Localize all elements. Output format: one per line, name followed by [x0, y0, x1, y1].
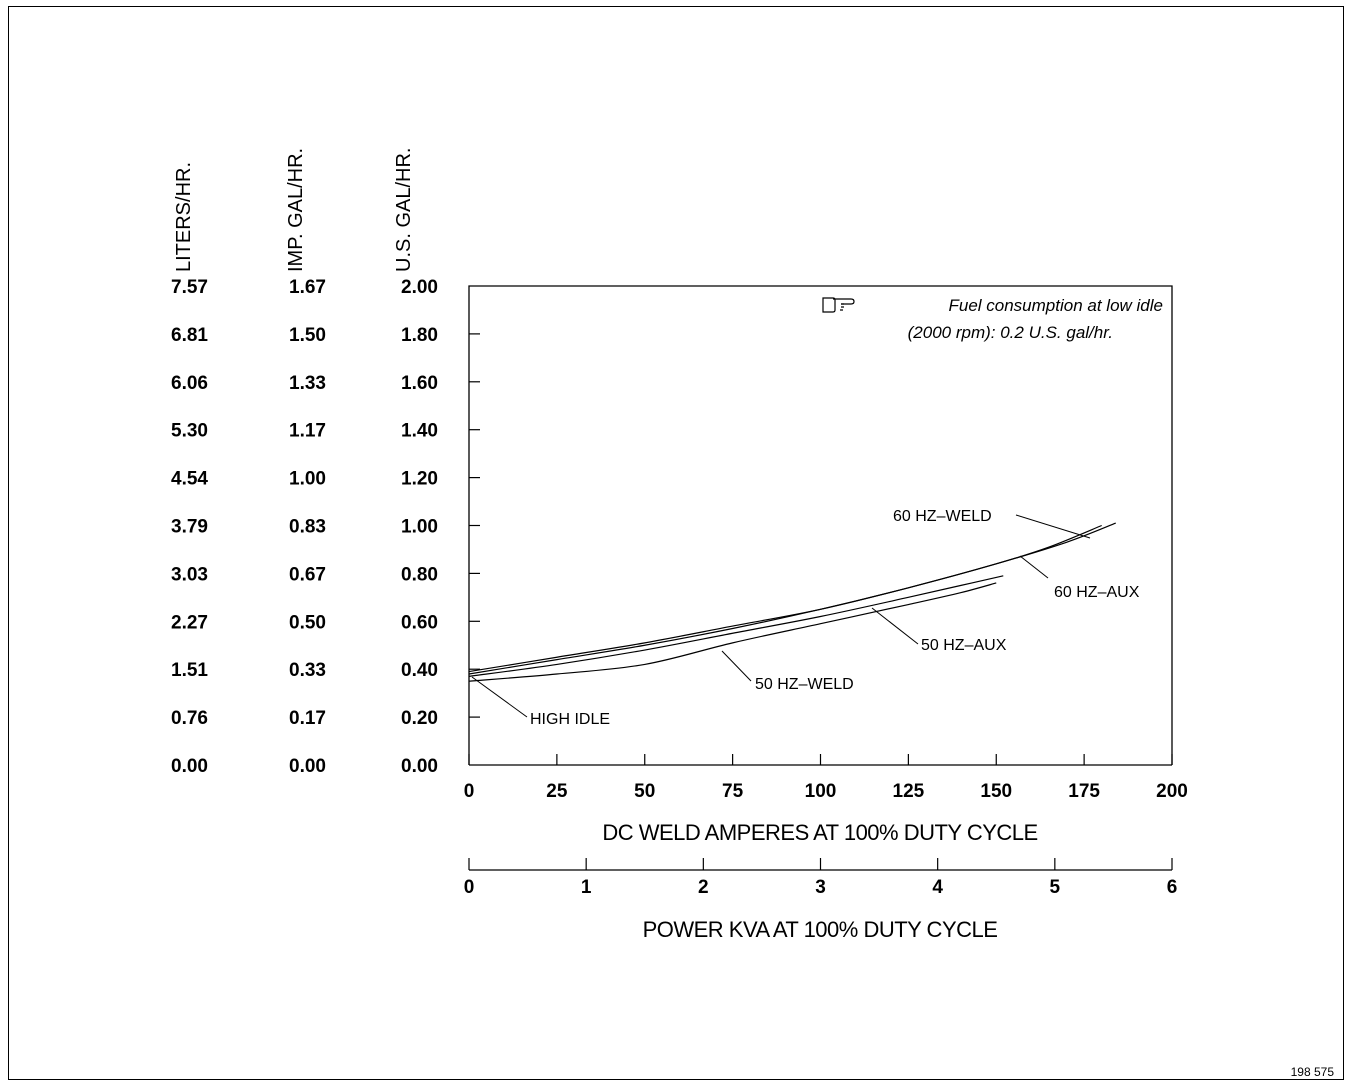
pointing-hand-icon	[822, 297, 855, 313]
low-idle-note: Fuel consumption at low idle (2000 rpm):…	[822, 296, 1163, 342]
y-tick-label-1-5: 0.83	[289, 517, 326, 538]
curve-label-3: 50 HZ–WELD	[755, 676, 854, 693]
x-axis-label-kva: POWER KVA AT 100% DUTY CYCLE	[643, 917, 998, 942]
y-tick-label-1-0: 1.67	[289, 277, 326, 298]
series-line-3	[468, 582, 997, 682]
y-tick-label-0-8: 1.51	[171, 660, 208, 681]
figure-frame	[8, 6, 1344, 1080]
x-axis-label-amperes: DC WELD AMPERES AT 100% DUTY CYCLE	[602, 820, 1037, 845]
y-tick-label-0-6: 3.03	[171, 564, 208, 585]
y-tick-label-2-0: 2.00	[401, 277, 438, 298]
kva-tick-label-4: 4	[932, 877, 943, 898]
y-tick-label-2-7: 0.60	[401, 612, 438, 633]
y-axis-unit-label-0: LITERS/HR.	[173, 162, 195, 272]
y-tick-label-1-1: 1.50	[289, 325, 326, 346]
y-tick-label-0-7: 2.27	[171, 612, 208, 633]
curve-label-0: 60 HZ–WELD	[893, 508, 992, 525]
x-tick-label-3: 75	[722, 781, 744, 802]
y-tick-label-2-8: 0.40	[401, 660, 438, 681]
curve-leader-line-0	[1015, 514, 1091, 539]
series-line-2	[468, 575, 1004, 677]
y-axis-unit-label-1: IMP. GAL/HR.	[285, 148, 307, 272]
curve-leader-line-3	[721, 650, 752, 682]
y-tick-label-2-5: 1.00	[401, 517, 438, 538]
y-tick-label-1-10: 0.00	[289, 756, 326, 777]
curve-label-2: 50 HZ–AUX	[921, 637, 1007, 654]
y-tick-label-0-10: 0.00	[171, 756, 208, 777]
x-tick-label-5: 125	[893, 781, 925, 802]
x-tick-label-4: 100	[805, 781, 837, 802]
y-tick-label-1-3: 1.17	[289, 421, 326, 442]
series-line-0	[468, 524, 1102, 673]
y-tick-label-0-5: 3.79	[171, 517, 208, 538]
figure-number: 198 575	[1291, 1065, 1335, 1079]
y-tick-label-0-0: 7.57	[171, 277, 208, 298]
x-tick-label-1: 25	[546, 781, 568, 802]
curve-label-1: 60 HZ–AUX	[1054, 584, 1140, 601]
kva-tick-label-0: 0	[464, 877, 475, 898]
note-line-1: Fuel consumption at low idle	[948, 296, 1163, 315]
y-tick-label-2-9: 0.20	[401, 708, 438, 729]
x-tick-label-0: 0	[464, 781, 475, 802]
kva-tick-label-6: 6	[1167, 877, 1178, 898]
y-tick-label-1-9: 0.17	[289, 708, 326, 729]
y-tick-label-1-8: 0.33	[289, 660, 326, 681]
y-tick-label-0-9: 0.76	[171, 708, 208, 729]
kva-tick-label-2: 2	[698, 877, 709, 898]
x-tick-label-6: 150	[980, 781, 1012, 802]
y-tick-label-1-2: 1.33	[289, 373, 326, 394]
x-tick-label-7: 175	[1068, 781, 1100, 802]
y-tick-label-2-6: 0.80	[401, 564, 438, 585]
y-axis-unit-label-2: U.S. GAL/HR.	[393, 148, 415, 272]
curve-label-4: HIGH IDLE	[530, 711, 610, 728]
y-tick-label-1-6: 0.67	[289, 564, 326, 585]
kva-tick-label-1: 1	[581, 877, 592, 898]
y-tick-label-1-4: 1.00	[289, 469, 326, 490]
x-tick-label-2: 50	[634, 781, 655, 802]
note-line-2: (2000 rpm): 0.2 U.S. gal/hr.	[908, 323, 1113, 342]
y-tick-label-0-4: 4.54	[171, 469, 208, 490]
kva-tick-label-5: 5	[1050, 877, 1061, 898]
y-tick-label-2-10: 0.00	[401, 756, 438, 777]
x-tick-label-8: 200	[1156, 781, 1188, 802]
y-tick-label-2-1: 1.80	[401, 325, 438, 346]
y-tick-label-0-3: 5.30	[171, 421, 208, 442]
plot-frame	[468, 285, 1173, 765]
y-tick-label-2-4: 1.20	[401, 469, 438, 490]
kva-tick-label-3: 3	[815, 877, 826, 898]
curve-leader-line-1	[1019, 555, 1049, 579]
y-tick-label-1-7: 0.50	[289, 612, 326, 633]
y-tick-label-2-3: 1.40	[401, 421, 438, 442]
series-line-1	[468, 522, 1116, 675]
y-tick-label-0-1: 6.81	[171, 325, 208, 346]
y-tick-label-2-2: 1.60	[401, 373, 438, 394]
y-tick-label-0-2: 6.06	[171, 373, 208, 394]
curve-leader-line-2	[871, 607, 919, 645]
curve-leader-line-4	[471, 676, 528, 718]
